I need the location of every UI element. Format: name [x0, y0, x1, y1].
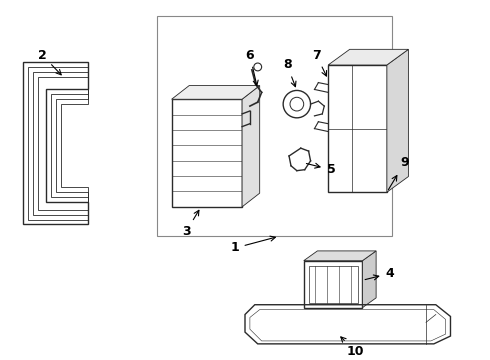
Polygon shape	[172, 86, 260, 99]
Text: 1: 1	[231, 236, 275, 255]
Polygon shape	[328, 49, 408, 65]
Text: 7: 7	[312, 49, 326, 76]
Bar	[304, 261, 363, 308]
Polygon shape	[387, 49, 408, 192]
Polygon shape	[242, 86, 260, 207]
Polygon shape	[304, 251, 376, 261]
Text: 3: 3	[182, 210, 199, 238]
Bar	[309, 266, 358, 303]
Bar	[328, 65, 387, 192]
Polygon shape	[363, 251, 376, 308]
Text: 5: 5	[306, 163, 336, 176]
Text: 4: 4	[365, 267, 394, 280]
Text: 9: 9	[388, 156, 409, 190]
Text: 10: 10	[341, 337, 365, 358]
Bar	[172, 99, 242, 207]
Text: 6: 6	[245, 49, 258, 86]
Bar	[157, 16, 392, 236]
Text: 2: 2	[38, 49, 61, 75]
Text: 8: 8	[283, 58, 296, 87]
